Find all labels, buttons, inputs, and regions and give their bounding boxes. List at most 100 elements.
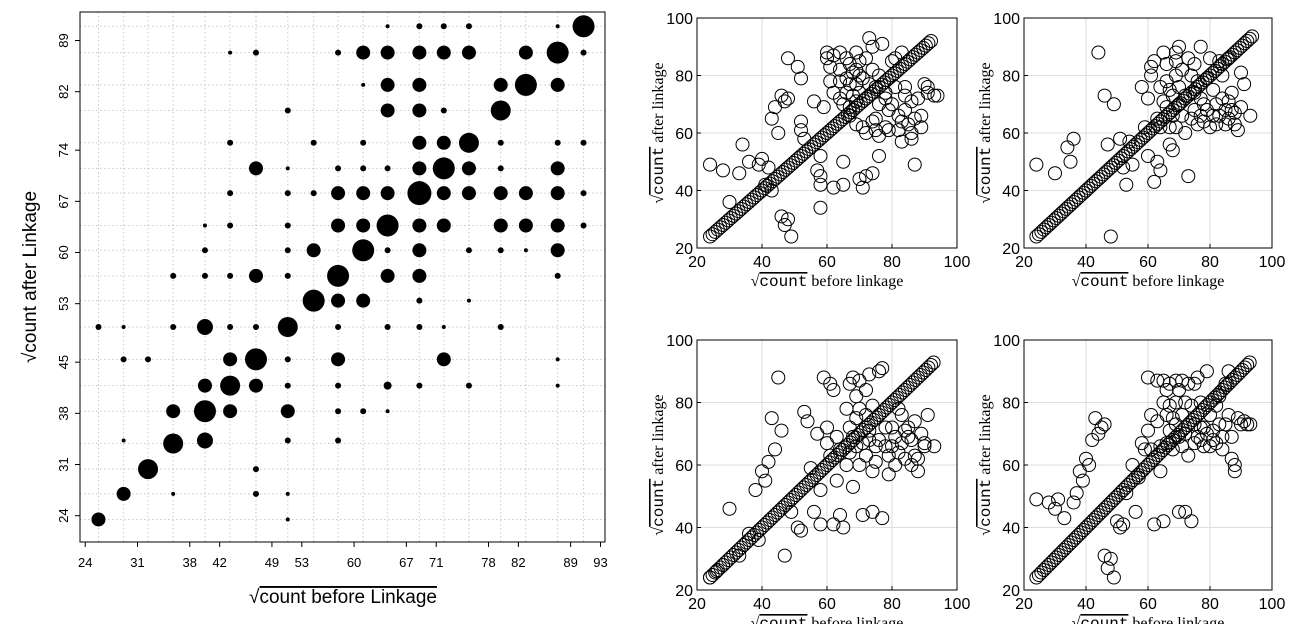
scatter-point <box>1218 417 1233 432</box>
diagonal-point <box>840 107 855 122</box>
y-tick-label: 53 <box>56 296 71 310</box>
sqrt-symbol: √ <box>1072 273 1081 290</box>
diagonal-point <box>801 142 816 157</box>
diagonal-point <box>908 47 923 62</box>
scatter-point <box>885 97 899 112</box>
diagonal-point <box>895 385 910 400</box>
diagonal-point <box>812 465 827 480</box>
diagonal-point <box>713 560 728 575</box>
scatter-point <box>1113 520 1128 535</box>
scatter-point <box>901 429 916 444</box>
scatter-point <box>1125 458 1140 472</box>
bubble-point <box>580 222 587 229</box>
bubble-point <box>163 433 184 454</box>
diagonal-point <box>1160 438 1175 452</box>
scatter-point <box>1209 117 1224 132</box>
scatter-point <box>755 464 769 479</box>
diagonal-point <box>874 77 889 92</box>
scatter-point <box>862 31 877 46</box>
bubble-point <box>356 186 371 201</box>
bubble-point <box>280 404 295 419</box>
bubble-point <box>554 139 561 146</box>
diagonal-point <box>903 52 918 67</box>
diagonal-point <box>1081 518 1096 532</box>
scatter-point <box>722 195 737 209</box>
diagonal-point <box>1111 488 1126 502</box>
scatter-point <box>761 160 776 175</box>
x-tick-label: 67 <box>399 555 413 570</box>
scatter-point <box>1237 77 1252 92</box>
bubble-point <box>335 49 342 56</box>
diagonal-point <box>744 192 759 207</box>
scatter-point <box>836 520 851 535</box>
scatter-point <box>833 74 847 89</box>
scatter-point <box>888 80 903 94</box>
scatter-point <box>907 414 922 429</box>
scatter-point <box>1159 57 1174 71</box>
bubble-point <box>284 222 291 229</box>
bubble-point <box>331 293 346 308</box>
diagonal-point <box>729 206 743 221</box>
bubble-point <box>580 190 587 197</box>
x-tick-label: 40 <box>1077 254 1095 271</box>
y-axis-label-text: after linkage <box>977 394 994 478</box>
diagonal-point <box>911 45 925 60</box>
diagonal-point <box>794 149 808 163</box>
bubble-point <box>384 323 391 330</box>
scatter-point <box>1203 120 1217 135</box>
diagonal-point <box>879 400 894 415</box>
bubble-point <box>331 218 346 233</box>
scatter-point <box>1199 71 1214 86</box>
diagonal-point <box>1031 568 1046 582</box>
scatter-point <box>920 85 935 100</box>
scatter-point <box>1075 473 1090 488</box>
scatter-point <box>881 123 896 138</box>
scatter-point <box>872 68 886 83</box>
diagonal-point <box>762 513 777 527</box>
diagonal-point <box>1121 478 1136 492</box>
scatter-point <box>742 154 756 169</box>
diagonal-point <box>898 383 912 397</box>
diagonal-point <box>892 388 907 402</box>
bubble-point <box>352 239 375 262</box>
diagonal-point <box>703 229 717 244</box>
diagonal-point <box>788 488 803 502</box>
sqrt-symbol: √ <box>1072 615 1081 624</box>
x-tick-label: 20 <box>688 596 706 613</box>
scatter-point <box>1029 157 1044 172</box>
scatter-point <box>885 420 899 435</box>
bubble-point <box>252 466 259 473</box>
diagonal-point <box>913 368 928 382</box>
bubble-point <box>331 186 346 201</box>
diagonal-point <box>757 518 772 532</box>
scatter-point <box>904 433 919 447</box>
diagonal-point <box>1113 485 1128 500</box>
bubble-point <box>244 348 267 371</box>
diagonal-point <box>1235 363 1250 377</box>
scatter-point <box>1230 123 1245 138</box>
bubble-point <box>416 382 423 389</box>
scatter-point <box>872 408 886 422</box>
diagonal-point <box>1069 530 1084 545</box>
diagonal-point <box>1066 533 1081 547</box>
diagonal-point <box>705 227 720 242</box>
scatter-point <box>1190 74 1205 89</box>
diagonal-point <box>830 116 845 131</box>
bubble-point <box>356 218 371 233</box>
scatter-point <box>836 177 851 192</box>
scatter-point <box>1240 417 1255 432</box>
y-tick-label: 82 <box>56 84 71 98</box>
bubble-point <box>285 491 290 496</box>
sqrt-symbol: √ <box>249 587 260 608</box>
scatter-point <box>1150 111 1165 126</box>
scatter-point <box>1128 504 1143 519</box>
bubble-point <box>580 49 587 56</box>
x-tick-label: 80 <box>883 254 901 271</box>
scatter-point <box>794 114 808 129</box>
bubble-y-ticks: 24 31 38 45 53 60 67 74 82 89 <box>56 33 80 523</box>
diagonal-point <box>765 174 780 189</box>
y-tick-label: 74 <box>56 143 71 157</box>
scatter-point <box>927 88 942 103</box>
